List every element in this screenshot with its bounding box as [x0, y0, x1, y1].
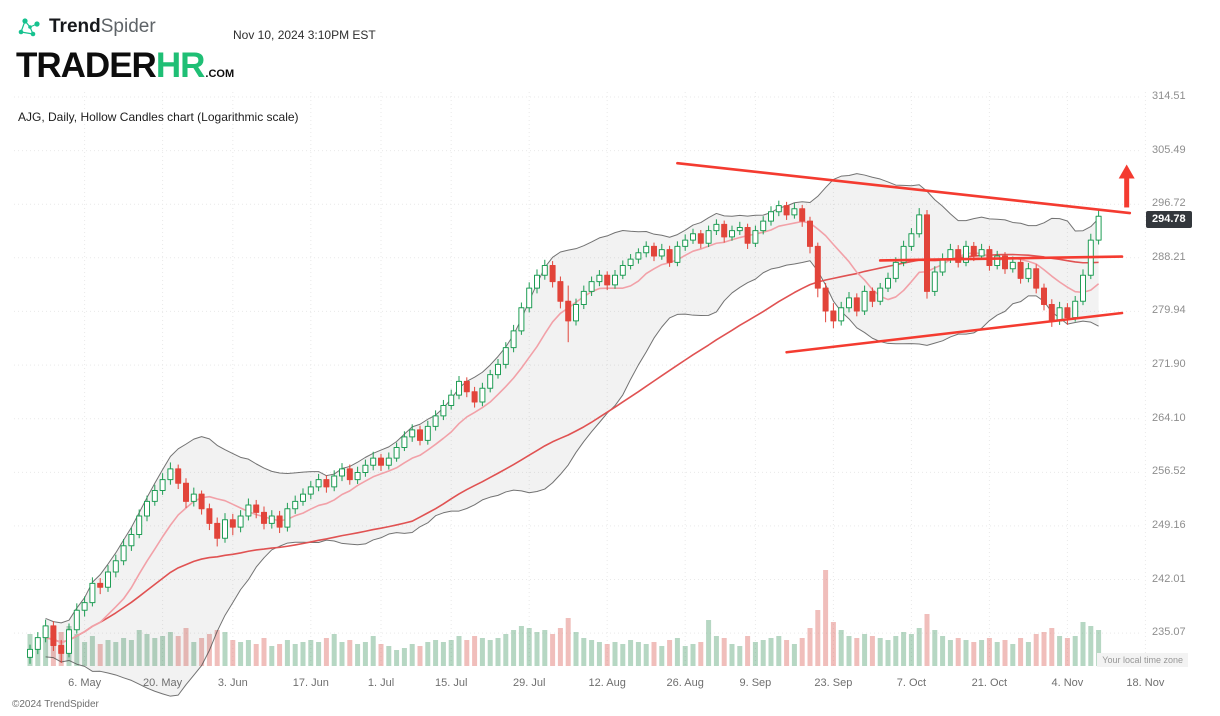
x-axis-label: 29. Jul	[512, 677, 546, 689]
x-axis-label: 4. Nov	[1051, 677, 1084, 689]
x-axis-label: 26. Aug	[666, 677, 704, 689]
traderhr-logo: TRADERHR.COM	[16, 48, 234, 83]
trendspider-logo: TrendSpider	[16, 14, 156, 40]
x-axis-label: 9. Sep	[739, 677, 772, 689]
x-axis-label: 6. May	[68, 677, 102, 689]
x-axis-label: 23. Sep	[814, 677, 853, 689]
y-axis-label: 264.10	[1152, 411, 1186, 424]
x-axis-label: 20. May	[143, 677, 183, 689]
y-axis-label: 288.21	[1152, 250, 1186, 263]
y-axis-label: 256.52	[1152, 465, 1186, 478]
current-price-badge: 294.78	[1146, 211, 1192, 229]
y-axis-label: 279.94	[1152, 304, 1186, 317]
y-axis-label: 249.16	[1152, 518, 1186, 531]
y-axis-label: 271.90	[1152, 358, 1186, 371]
y-axis-label: 235.07	[1152, 626, 1186, 639]
brand-name: TrendSpider	[49, 16, 156, 38]
x-axis-label: 21. Oct	[971, 677, 1008, 689]
traderhr-trader: TRADER	[16, 46, 157, 85]
traderhr-hr: HR	[155, 46, 206, 85]
y-axis-label: 314.51	[1152, 90, 1186, 102]
y-axis-label: 296.72	[1152, 197, 1186, 210]
y-axis-label: 305.49	[1152, 143, 1186, 156]
chart-timestamp: Nov 10, 2024 3:10PM EST	[233, 28, 376, 42]
brand-spider: Spider	[100, 16, 156, 37]
y-axis-label: 242.01	[1152, 572, 1186, 585]
timezone-note: Your local time zone	[1097, 653, 1188, 667]
chart-title: AJG, Daily, Hollow Candles chart (Logari…	[18, 110, 299, 124]
trendspider-logo-icon	[18, 18, 40, 37]
x-axis-label: 1. Jul	[367, 677, 395, 689]
traderhr-com: .COM	[205, 68, 235, 80]
brand-trend: Trend	[49, 16, 101, 37]
x-axis-label: 17. Jun	[292, 677, 329, 689]
x-axis-label: 15. Jul	[434, 677, 468, 689]
x-axis-label: 18. Nov	[1126, 677, 1165, 689]
x-axis-label: 12. Aug	[588, 677, 626, 689]
x-axis-label: 3. Jun	[217, 677, 248, 689]
copyright-note: ©2024 TrendSpider	[12, 699, 99, 710]
x-axis-label: 7. Oct	[896, 677, 927, 689]
